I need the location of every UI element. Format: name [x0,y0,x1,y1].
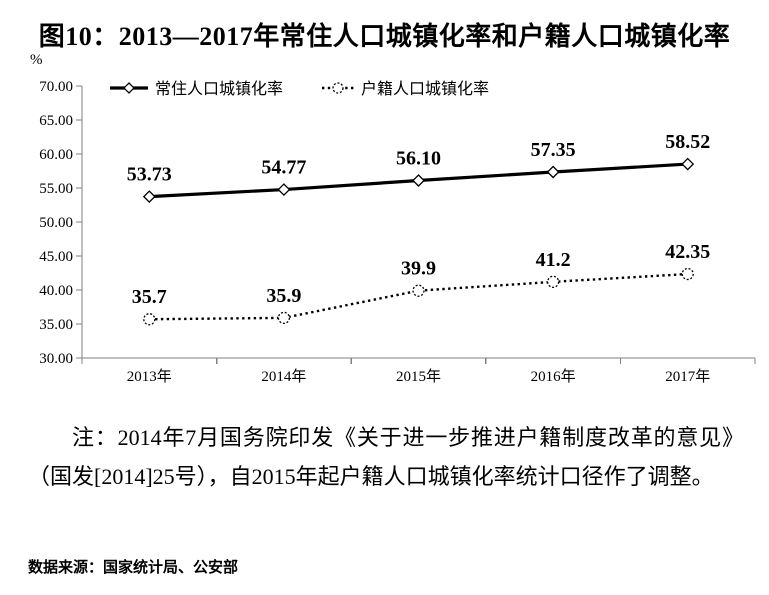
x-axis-category-label: 2017年 [665,368,710,385]
x-axis-category-label: 2016年 [531,368,576,385]
data-point-diamond-marker [681,157,695,171]
y-axis-tick-label: 50.00 [39,215,73,231]
data-point-circle-marker [277,311,291,325]
data-point-label: 39.9 [401,258,436,280]
legend-diamond-marker [123,82,135,94]
urbanization-line-chart: % 30.00 35.00 40.00 45.00 50.00 55.00 60.00 65.0… [30,52,756,385]
chart-title: 图10：2013—2017年常住人口城镇化率和户籍人口城镇化率 [38,22,731,51]
data-point-label: 56.10 [396,148,441,170]
legend-label: 户籍人口城镇化率 [361,80,489,98]
data-point-label: 42.35 [665,241,710,263]
data-point-label: 35.7 [132,286,167,308]
y-axis-tick-label: 65.00 [39,113,73,129]
data-point-circle-marker [681,267,694,281]
y-axis-unit-label: % [30,52,43,68]
y-axis-tick-label: 30.00 [39,351,73,367]
legend-label: 常住人口城镇化率 [155,80,283,98]
y-axis-tick-label: 70.00 [39,79,73,95]
x-axis-category-label: 2015年 [396,368,441,385]
y-axis-tick-label: 45.00 [39,249,73,265]
data-point-label: 35.9 [266,285,301,307]
data-point-diamond-marker [546,165,560,179]
data-point-label: 41.2 [536,249,571,271]
data-point-circle-marker [412,284,425,297]
y-axis-tick-label: 40.00 [39,283,73,299]
data-point-label: 53.73 [127,164,172,186]
y-axis-tick-label: 60.00 [39,147,73,163]
source-text: 数据来源：国家统计局、公安部 [28,559,239,576]
data-point-circle-marker [143,313,156,326]
y-axis-tick-label: 55.00 [39,181,73,197]
data-point-diamond-marker [142,190,156,204]
data-point-label: 57.35 [531,139,576,161]
data-point-circle-marker [546,275,560,288]
legend-circle-marker [332,82,344,94]
note-text: 注：2014年7月国务院印发《关于进一步推进户籍制度改革的意见》（国发[2014… [28,425,744,489]
x-axis-category-label: 2014年 [261,368,306,385]
data-point-label: 58.52 [665,131,710,153]
data-point-diamond-marker [277,183,291,196]
x-axis-category-label: 2013年 [127,368,172,385]
data-point-diamond-marker [412,174,425,187]
data-point-label: 54.77 [261,157,306,179]
y-axis-tick-label: 35.00 [39,317,73,333]
